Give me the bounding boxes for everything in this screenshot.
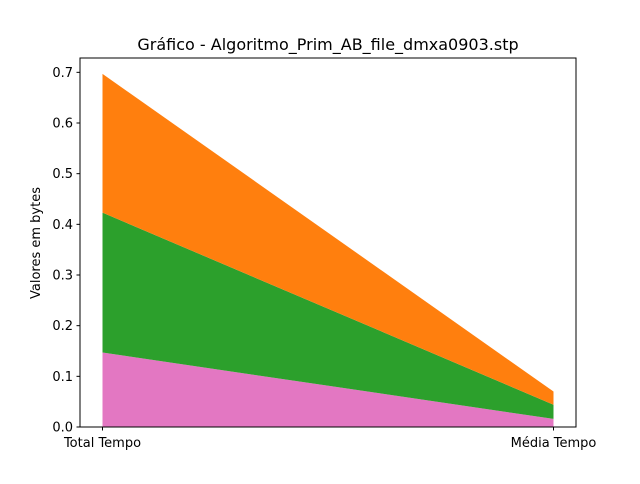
y-tick-label: 0.4 [52, 218, 73, 233]
y-tick-label: 0.5 [52, 167, 73, 182]
y-axis-label: Valores em bytes [29, 187, 44, 299]
area-series-2 [102, 212, 554, 419]
y-tick-label: 0.2 [52, 319, 73, 334]
chart-title: Gráfico - Algoritmo_Prim_AB_file_dmxa090… [137, 35, 518, 55]
axes: 0.0 0.1 0.2 0.3 0.4 0.5 0.6 0.7 Total Tempo Média… [52, 57, 597, 451]
y-tick-label: 0.1 [52, 370, 73, 385]
area-series-3 [102, 73, 554, 405]
plot-frame [79, 57, 577, 428]
x-tick-label: Total Tempo [63, 436, 141, 451]
area-series-1 [102, 352, 554, 427]
y-tick-label: 0.7 [52, 66, 73, 81]
area-layers [102, 73, 554, 427]
y-tick-label: 0.0 [52, 421, 73, 436]
y-tick-label: 0.3 [52, 269, 73, 284]
y-tick-label: 0.6 [52, 117, 73, 132]
x-tick-label: Média Tempo [511, 436, 597, 451]
